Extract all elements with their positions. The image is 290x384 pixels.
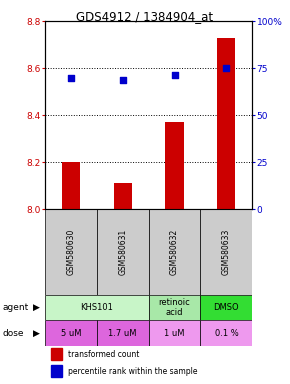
Bar: [97, 320, 148, 346]
Text: retinoic
acid: retinoic acid: [159, 298, 191, 317]
Text: ▶: ▶: [33, 303, 40, 312]
Bar: [148, 295, 200, 320]
Bar: [217, 38, 235, 209]
Text: KHS101: KHS101: [80, 303, 113, 312]
Point: [68, 74, 73, 81]
Text: transformed count: transformed count: [68, 350, 139, 359]
Text: agent: agent: [3, 303, 29, 312]
Point: [172, 72, 177, 78]
Text: 0.1 %: 0.1 %: [215, 329, 238, 338]
Bar: [45, 320, 97, 346]
Bar: [45, 209, 97, 295]
Text: 1 uM: 1 uM: [164, 329, 185, 338]
Bar: [200, 295, 252, 320]
Bar: [62, 162, 80, 209]
Text: GSM580632: GSM580632: [170, 229, 179, 275]
Text: percentile rank within the sample: percentile rank within the sample: [68, 367, 197, 376]
Text: GSM580630: GSM580630: [66, 229, 75, 275]
Text: dose: dose: [3, 329, 24, 338]
Bar: [51, 348, 61, 360]
Bar: [45, 295, 148, 320]
Bar: [114, 183, 132, 209]
Bar: [200, 320, 252, 346]
Point: [120, 77, 125, 83]
Text: ▶: ▶: [33, 329, 40, 338]
Bar: [148, 320, 200, 346]
Bar: [200, 209, 252, 295]
Bar: [97, 209, 148, 295]
Text: GSM580633: GSM580633: [222, 229, 231, 275]
Bar: [51, 366, 61, 377]
Bar: [166, 122, 184, 209]
Text: 5 uM: 5 uM: [61, 329, 81, 338]
Point: [224, 65, 229, 71]
Text: GSM580631: GSM580631: [118, 229, 127, 275]
Text: DMSO: DMSO: [213, 303, 239, 312]
Bar: [148, 209, 200, 295]
Text: GDS4912 / 1384904_at: GDS4912 / 1384904_at: [77, 10, 213, 23]
Text: 1.7 uM: 1.7 uM: [108, 329, 137, 338]
